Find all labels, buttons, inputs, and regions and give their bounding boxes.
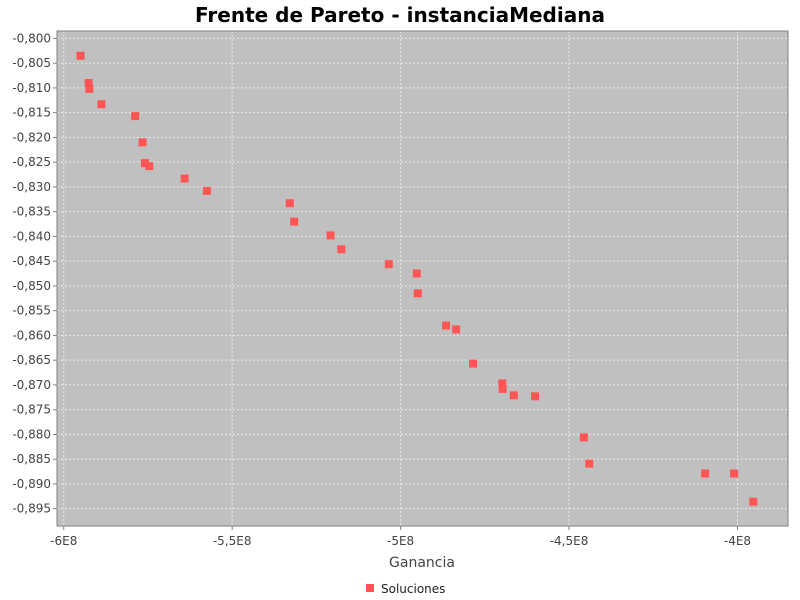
y-tick-label: -0,845 (12, 254, 51, 268)
data-point (412, 269, 421, 278)
x-tick-label: -4,5E8 (550, 534, 589, 548)
data-point (337, 245, 346, 254)
data-point (326, 231, 335, 240)
data-point (498, 384, 507, 393)
x-axis: -6E8 -5,5E8 -5E8 -4,5E8 -4E8 (50, 526, 751, 548)
y-tick-label: -0,890 (12, 477, 51, 491)
data-point (730, 469, 739, 478)
y-tick-label: -0,870 (12, 378, 51, 392)
legend-label-soluciones: Soluciones (381, 582, 445, 596)
data-point (180, 174, 189, 183)
data-point (413, 289, 422, 298)
data-point (498, 379, 507, 388)
y-tick-label: -0,885 (12, 452, 51, 466)
data-point (145, 162, 154, 171)
y-tick-label: -0,850 (12, 279, 51, 293)
y-tick-label: -0,875 (12, 403, 51, 417)
x-tick-label: -5E8 (387, 534, 414, 548)
y-tick-label: -0,895 (12, 502, 51, 516)
x-tick-label: -4E8 (724, 534, 751, 548)
data-point (452, 325, 461, 334)
data-point (85, 84, 94, 93)
legend-marker-soluciones (366, 584, 374, 592)
data-point (585, 459, 594, 468)
data-point (97, 100, 106, 109)
y-tick-label: -0,820 (12, 130, 51, 144)
data-points (76, 51, 758, 506)
plot-area (57, 31, 788, 526)
y-tick-label: -0,805 (12, 56, 51, 70)
y-tick-label: -0,880 (12, 427, 51, 441)
data-point (290, 217, 299, 226)
plot-border (56, 30, 789, 527)
data-point (76, 51, 85, 60)
data-point (138, 138, 147, 147)
data-point (384, 260, 393, 269)
y-tick-label: -0,830 (12, 180, 51, 194)
data-point (469, 359, 478, 368)
data-point (131, 112, 140, 121)
y-tick-label: -0,815 (12, 106, 51, 120)
x-axis-label: Ganancia (389, 555, 455, 571)
x-tick-label: -6E8 (50, 534, 77, 548)
y-tick-label: -0,810 (12, 81, 51, 95)
y-tick-label: -0,840 (12, 229, 51, 243)
x-tick-label: -5,5E8 (213, 534, 252, 548)
data-point (531, 392, 540, 401)
data-point (140, 159, 149, 168)
y-axis: -0,800 -0,805 -0,810 -0,815 -0,820 -0,825 -0,8… (12, 31, 57, 516)
y-tick-label: -0,865 (12, 353, 51, 367)
legend: Soluciones (366, 582, 445, 596)
gridlines (57, 31, 788, 526)
y-tick-label: -0,855 (12, 304, 51, 318)
data-point (202, 186, 211, 195)
chart-title: Frente de Pareto - instanciaMediana (195, 3, 605, 27)
y-tick-label: -0,860 (12, 328, 51, 342)
data-point (701, 469, 710, 478)
data-point (749, 497, 758, 506)
data-point (442, 321, 451, 330)
data-point (509, 391, 518, 400)
y-tick-label: -0,825 (12, 155, 51, 169)
y-tick-label: -0,835 (12, 205, 51, 219)
data-point (84, 78, 93, 87)
data-point (579, 433, 588, 442)
data-point (285, 199, 294, 208)
y-tick-label: -0,800 (12, 31, 51, 45)
